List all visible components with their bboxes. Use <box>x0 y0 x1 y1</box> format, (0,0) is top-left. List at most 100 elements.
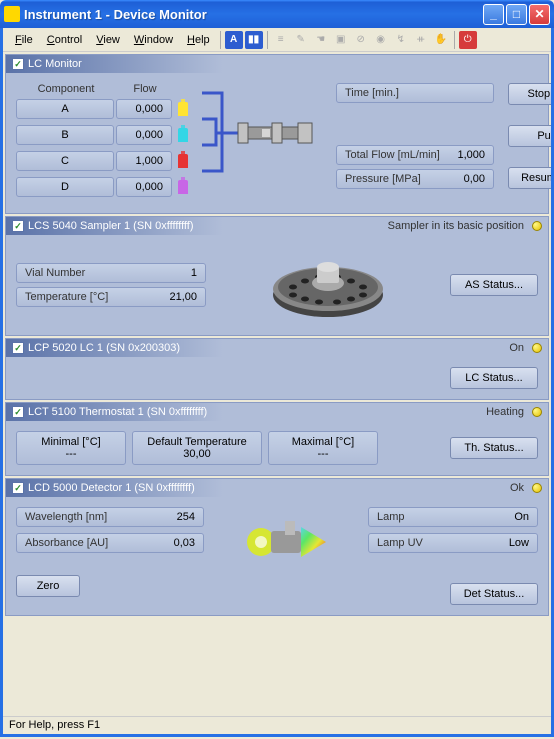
sampler-led <box>532 221 542 231</box>
wavelength-value: 254 <box>145 511 195 523</box>
purge-button[interactable]: Purge <box>508 125 551 147</box>
lc-row-b: B 0,000 <box>16 125 188 145</box>
lc-header-flow: Flow <box>116 83 174 95</box>
carousel-icon <box>263 245 393 325</box>
lcp-status: On <box>509 342 524 354</box>
thermo-min-value: --- <box>66 448 77 460</box>
temp-label: Temperature [°C] <box>25 291 145 303</box>
panel-title-detector: LCD 5000 Detector 1 (SN 0xffffffff) <box>28 482 195 494</box>
sampler-status: Sampler in its basic position <box>388 220 524 232</box>
toolbar-icon-1[interactable]: ≡ <box>272 31 290 49</box>
bottle-icon <box>178 180 188 194</box>
pressure-label: Pressure [MPa] <box>345 173 421 185</box>
th-status-button[interactable]: Th. Status... <box>450 437 538 459</box>
vial-value: 1 <box>145 267 197 279</box>
lc-row-flow: 0,000 <box>135 181 163 193</box>
time-label: Time [min.] <box>345 87 399 99</box>
panel-detector: ✓ LCD 5000 Detector 1 (SN 0xffffffff) Ok… <box>5 478 549 616</box>
toolbar-icon-power[interactable]: ⏻ <box>459 31 477 49</box>
thermo-min-label: Minimal [°C] <box>41 436 100 448</box>
lc-row-flow: 0,000 <box>135 103 163 115</box>
lc-row-d: D 0,000 <box>16 177 188 197</box>
stop-flow-button[interactable]: Stop Flow <box>508 83 551 105</box>
lc-row-flow: 1,000 <box>135 155 163 167</box>
vial-label: Vial Number <box>25 267 145 279</box>
totalflow-label: Total Flow [mL/min] <box>345 149 440 161</box>
thermo-max-label: Maximal [°C] <box>292 436 354 448</box>
bottle-icon <box>178 102 188 116</box>
panel-check-detector[interactable]: ✓ <box>12 482 24 494</box>
lcp-led <box>532 343 542 353</box>
lc-row-a: A 0,000 <box>16 99 188 119</box>
panel-check-lcp[interactable]: ✓ <box>12 342 24 354</box>
window-title: Instrument 1 - Device Monitor <box>24 7 483 22</box>
panel-lc-monitor: ✓ LC Monitor Component Flow A0,000B0,000… <box>5 54 549 214</box>
window-titlebar: Instrument 1 - Device Monitor _ □ ✕ <box>0 0 554 28</box>
det-status-button[interactable]: Det Status... <box>450 583 538 605</box>
detector-led <box>532 483 542 493</box>
absorbance-label: Absorbance [AU] <box>25 537 145 549</box>
lc-status-button[interactable]: LC Status... <box>450 367 538 389</box>
panel-title-lcp: LCP 5020 LC 1 (SN 0x200303) <box>28 342 180 354</box>
lc-row-label: D <box>61 181 69 193</box>
zero-button[interactable]: Zero <box>16 575 80 597</box>
panel-title-sampler: LCS 5040 Sampler 1 (SN 0xffffffff) <box>28 220 194 232</box>
toolbar-icon-5[interactable]: ⊘ <box>352 31 370 49</box>
toolbar-icon-4[interactable]: ▣ <box>332 31 350 49</box>
as-status-button[interactable]: AS Status... <box>450 274 538 296</box>
lc-row-label: C <box>61 155 69 167</box>
pressure-value: 0,00 <box>421 173 485 185</box>
toolbar-icon-7[interactable]: ↯ <box>392 31 410 49</box>
toolbar-icon-8[interactable]: ᚑ <box>412 31 430 49</box>
minimize-button[interactable]: _ <box>483 4 504 25</box>
thermo-status: Heating <box>486 406 524 418</box>
temp-value: 21,00 <box>145 291 197 303</box>
lampuv-label: Lamp UV <box>377 537 477 549</box>
lampuv-value: Low <box>477 537 529 549</box>
detector-status: Ok <box>510 482 524 494</box>
lc-row-flow: 0,000 <box>135 129 163 141</box>
toolbar-icon-6[interactable]: ◉ <box>372 31 390 49</box>
lc-row-label: A <box>61 103 68 115</box>
toolbar-icon-9[interactable]: ✋ <box>432 31 450 49</box>
toolbar-icon-3[interactable]: ☚ <box>312 31 330 49</box>
lc-row-c: C 1,000 <box>16 151 188 171</box>
panel-check-sampler[interactable]: ✓ <box>12 220 24 232</box>
bottle-icon <box>178 128 188 142</box>
pump-diagram <box>202 83 332 193</box>
menu-window[interactable]: Window <box>128 32 179 48</box>
lc-header-component: Component <box>16 83 116 95</box>
toolbar-icon-a[interactable]: A <box>225 31 243 49</box>
maximize-button[interactable]: □ <box>506 4 527 25</box>
totalflow-value: 1,000 <box>440 149 485 161</box>
toolbar-icon-bars[interactable]: ▮▮ <box>245 31 263 49</box>
thermo-max-value: --- <box>318 448 329 460</box>
thermo-def-label: Default Temperature <box>147 436 246 448</box>
menu-file[interactable]: File <box>9 32 39 48</box>
toolbar-icon-2[interactable]: ✎ <box>292 31 310 49</box>
menubar: File Control View Window Help A ▮▮ ≡ ✎ ☚… <box>3 28 551 52</box>
wavelength-label: Wavelength [nm] <box>25 511 145 523</box>
thermo-def-value: 30,00 <box>183 448 211 460</box>
app-icon <box>4 6 20 22</box>
panel-title-lc: LC Monitor <box>28 58 82 70</box>
lamp-value: On <box>477 511 529 523</box>
panel-check-thermo[interactable]: ✓ <box>12 406 24 418</box>
panel-sampler: ✓ LCS 5040 Sampler 1 (SN 0xffffffff) Sam… <box>5 216 549 336</box>
panel-title-thermo: LCT 5100 Thermostat 1 (SN 0xffffffff) <box>28 406 207 418</box>
panel-check-lc[interactable]: ✓ <box>12 58 24 70</box>
panel-lcp: ✓ LCP 5020 LC 1 (SN 0x200303) On LC Stat… <box>5 338 549 400</box>
resume-idle-button[interactable]: Resume Idle <box>508 167 551 189</box>
lamp-label: Lamp <box>377 511 477 523</box>
statusbar: For Help, press F1 <box>3 716 551 734</box>
lc-row-label: B <box>61 129 68 141</box>
menu-control[interactable]: Control <box>41 32 88 48</box>
menu-view[interactable]: View <box>90 32 126 48</box>
menu-help[interactable]: Help <box>181 32 216 48</box>
thermo-led <box>532 407 542 417</box>
bottle-icon <box>178 154 188 168</box>
absorbance-value: 0,03 <box>145 537 195 549</box>
panel-thermo: ✓ LCT 5100 Thermostat 1 (SN 0xffffffff) … <box>5 402 549 476</box>
detector-icon <box>241 507 331 577</box>
close-button[interactable]: ✕ <box>529 4 550 25</box>
